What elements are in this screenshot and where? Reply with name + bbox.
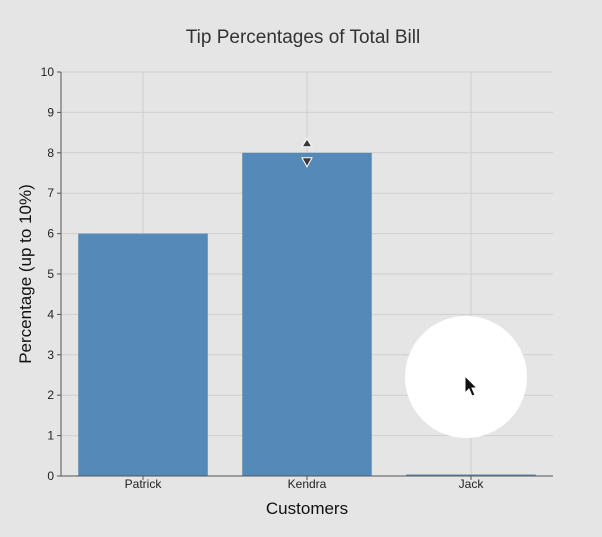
bar-kendra[interactable] <box>242 152 372 477</box>
x-category-label: Jack <box>459 477 485 491</box>
y-tick-label: 4 <box>47 307 54 321</box>
bar-patrick[interactable] <box>78 233 208 476</box>
bars <box>78 152 536 477</box>
y-tick-label: 0 <box>47 469 54 483</box>
y-tick-label: 8 <box>47 146 54 160</box>
y-axis-title: Percentage (up to 10%) <box>16 184 35 364</box>
y-tick-labels: 0 1 2 3 4 5 6 7 8 9 10 <box>41 65 55 483</box>
y-tick-label: 6 <box>47 227 54 241</box>
y-tick-label: 3 <box>47 348 54 362</box>
x-category-labels: Patrick Kendra Jack <box>125 477 485 491</box>
y-tick-label: 9 <box>47 105 54 119</box>
y-tick-label: 10 <box>41 65 55 79</box>
cursor-overlay <box>405 316 527 438</box>
x-category-label: Kendra <box>288 477 327 491</box>
x-axis-title: Customers <box>266 499 348 518</box>
x-category-label: Patrick <box>125 477 163 491</box>
y-tick-label: 7 <box>47 186 54 200</box>
y-tick-label: 1 <box>47 429 54 443</box>
mouse-pointer-icon <box>464 374 479 397</box>
y-tick-label: 2 <box>47 388 54 402</box>
chart-title: Tip Percentages of Total Bill <box>186 27 420 48</box>
drag-handle[interactable] <box>301 137 313 168</box>
arrow-up-icon[interactable] <box>301 137 313 148</box>
bar-jack[interactable] <box>406 474 536 477</box>
arrow-down-icon[interactable] <box>301 157 313 168</box>
axes <box>57 71 553 480</box>
y-tick-label: 5 <box>47 267 54 281</box>
